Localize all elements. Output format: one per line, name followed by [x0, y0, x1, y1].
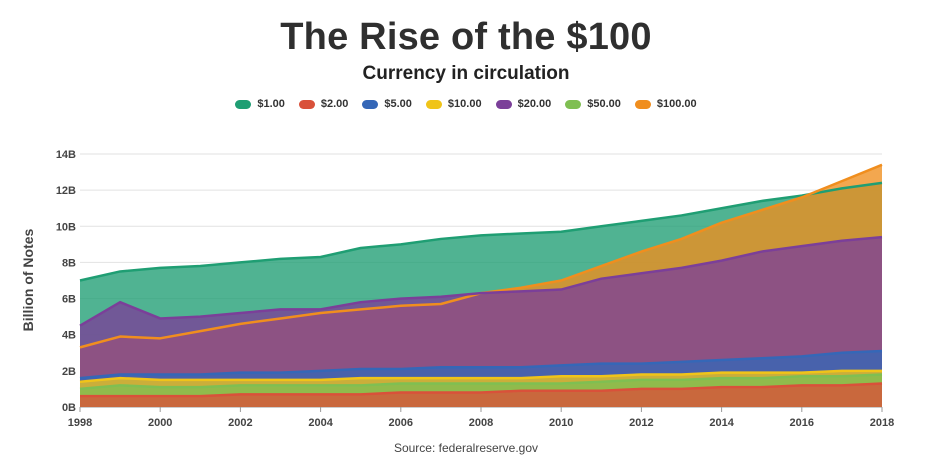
line-2-00: [80, 382, 883, 398]
x-tick-label: 2014: [709, 417, 734, 429]
x-tick-label: 2002: [228, 417, 252, 429]
chart-subtitle: Currency in circulation: [362, 63, 570, 84]
source-note: Source: federalreserve.gov: [393, 441, 539, 455]
line-10-00: [79, 369, 882, 383]
y-tick-label: 0B: [62, 402, 76, 414]
x-tick-label: 2018: [870, 417, 894, 429]
axis-labels: 0B 2B 4B 6B 8B 10B 12B 14B 1998 2000 2002 2004 2006 2…: [56, 149, 894, 429]
legend-item-2-00[interactable]: $2.00: [298, 98, 349, 110]
legend-label: $2.00: [320, 98, 349, 110]
x-tick-label: 2016: [790, 417, 814, 429]
legend-item-50-00[interactable]: $50.00: [565, 98, 621, 110]
legend-label: $50.00: [587, 98, 621, 110]
y-tick-label: 12B: [56, 185, 76, 197]
y-tick-label: 4B: [62, 330, 76, 342]
legend-swatch: [298, 99, 315, 109]
y-tick-label: 2B: [62, 366, 76, 378]
line-50-00: [79, 373, 883, 391]
line-5-00: [79, 349, 883, 380]
x-tick-label: 2010: [549, 417, 573, 429]
legend-label: $100.00: [656, 98, 697, 110]
y-tick-label: 10B: [56, 221, 76, 233]
legend-swatch: [565, 99, 582, 109]
legend-item-5-00[interactable]: $5.00: [362, 98, 412, 110]
x-tick-label: 2012: [629, 417, 653, 429]
series-lines: [79, 163, 883, 398]
legend-label: $10.00: [447, 98, 482, 110]
y-tick-label: 8B: [62, 257, 76, 269]
y-tick-label: 6B: [62, 294, 76, 306]
x-tick-label: 2000: [148, 417, 172, 429]
line-1-00: [79, 181, 883, 282]
legend-label: $5.00: [384, 98, 412, 110]
x-tick-label: 2004: [308, 417, 333, 429]
chart-title: The Rise of the $100: [280, 16, 652, 58]
legend-swatch: [634, 99, 651, 109]
legend-swatch: [495, 99, 512, 109]
y-tick-label: 14B: [56, 149, 76, 161]
legend-item-20-00[interactable]: $20.00: [495, 98, 552, 110]
legend: $1.00 $2.00 $5.00 $10.00 $20.00 $50.00 $100.00: [0, 98, 932, 110]
x-tick-label: 2008: [469, 417, 493, 429]
x-tick-label: 2006: [389, 417, 413, 429]
legend-swatch: [235, 99, 252, 109]
legend-item-1-00[interactable]: $1.00: [235, 98, 285, 110]
legend-item-10-00[interactable]: $10.00: [425, 98, 482, 110]
legend-swatch: [362, 99, 379, 109]
legend-item-100-00[interactable]: $100.00: [634, 98, 697, 110]
line-20-00: [79, 235, 883, 327]
legend-label: $1.00: [257, 98, 285, 110]
legend-swatch: [425, 99, 442, 109]
x-tick-label: 1998: [68, 417, 92, 429]
legend-label: $20.00: [517, 98, 552, 110]
